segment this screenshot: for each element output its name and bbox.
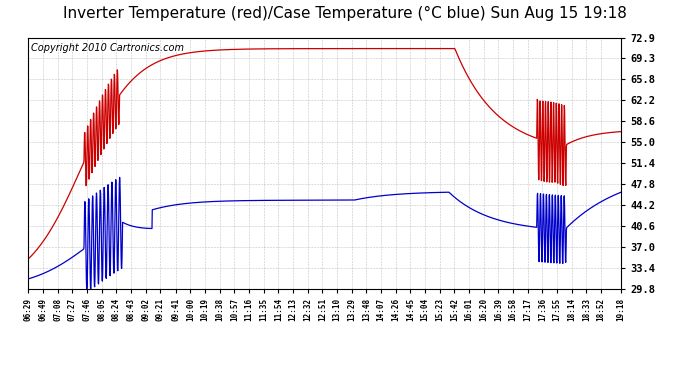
Text: Copyright 2010 Cartronics.com: Copyright 2010 Cartronics.com	[30, 42, 184, 52]
Text: Inverter Temperature (red)/Case Temperature (°C blue) Sun Aug 15 19:18: Inverter Temperature (red)/Case Temperat…	[63, 6, 627, 21]
